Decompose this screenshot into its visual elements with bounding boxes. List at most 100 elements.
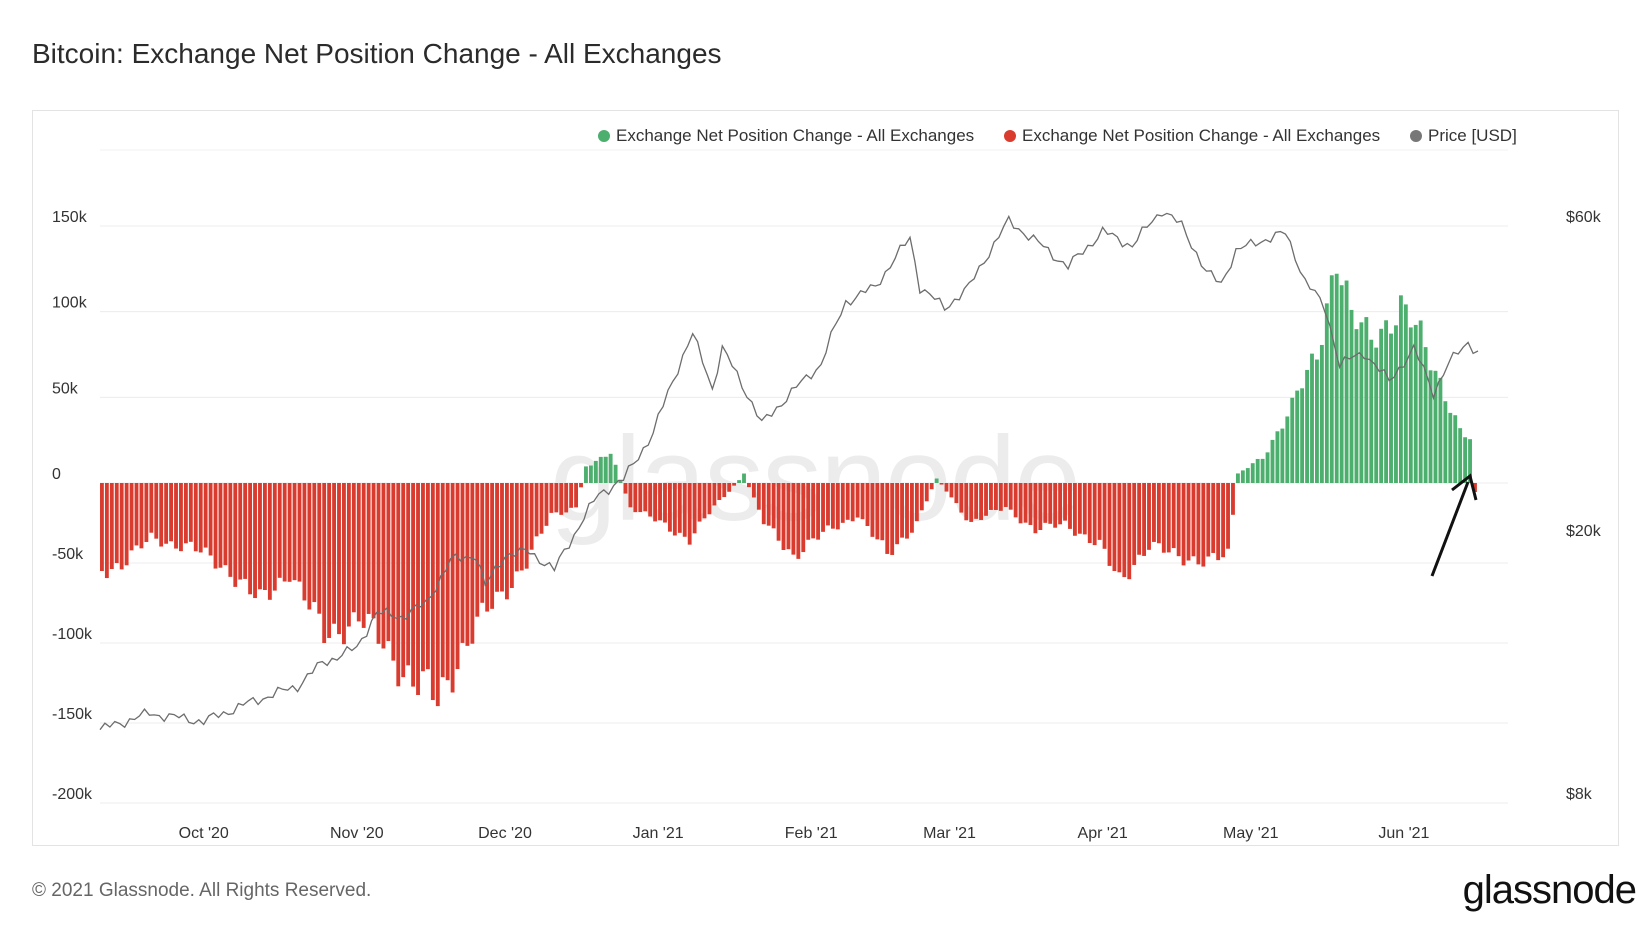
- outflow-bar: [376, 483, 381, 644]
- inflow-bar: [1374, 347, 1379, 483]
- outflow-bar: [1068, 483, 1072, 529]
- inflow-bar: [1423, 347, 1428, 483]
- outflow-bar: [351, 483, 356, 613]
- outflow-bar: [850, 483, 855, 522]
- inflow-bar: [1418, 320, 1423, 483]
- inflow-bar: [1433, 370, 1438, 483]
- legend-item-green[interactable]: Exchange Net Position Change - All Excha…: [598, 126, 974, 146]
- outflow-bar: [1211, 483, 1216, 553]
- legend-dot-green: [598, 130, 610, 142]
- x-tick-label: Mar '21: [923, 825, 976, 842]
- outflow-bar: [732, 483, 737, 486]
- inflow-bar: [1344, 280, 1349, 483]
- inflow-bar: [608, 453, 613, 483]
- outflow-bar: [806, 483, 811, 540]
- inflow-bar: [1403, 304, 1408, 483]
- y-left-tick-label: 0: [52, 466, 61, 483]
- outflow-bar: [974, 483, 979, 519]
- outflow-bar: [430, 483, 435, 701]
- outflow-bar: [381, 483, 386, 649]
- outflow-bar: [579, 483, 583, 488]
- outflow-bar: [228, 483, 233, 577]
- outflow-bar: [139, 483, 144, 549]
- outflow-bar: [317, 483, 322, 614]
- outflow-bar: [811, 483, 816, 539]
- outflow-bar: [890, 483, 895, 555]
- inflow-bar: [1453, 415, 1458, 483]
- inflow-bar: [1315, 359, 1319, 483]
- outflow-bar: [144, 483, 149, 542]
- outflow-bar: [416, 483, 420, 695]
- outflow-bar: [272, 483, 277, 591]
- outflow-bar: [346, 483, 351, 627]
- outflow-bar: [262, 483, 267, 590]
- outflow-bar: [386, 483, 391, 642]
- outflow-bar: [895, 483, 900, 545]
- outflow-bar: [435, 483, 440, 707]
- y-left-tick-label: -200k: [52, 786, 93, 803]
- outflow-bar: [401, 483, 406, 678]
- inflow-bar: [1359, 322, 1364, 483]
- outflow-bar: [1221, 483, 1226, 558]
- outflow-bar: [302, 483, 307, 601]
- outflow-bar: [1196, 483, 1201, 565]
- legend-item-price[interactable]: Price [USD]: [1410, 126, 1517, 146]
- inflow-bar: [1255, 458, 1260, 483]
- outflow-bar: [460, 483, 465, 643]
- outflow-bar: [371, 483, 376, 619]
- inflow-bar: [1285, 416, 1290, 483]
- x-tick-label: Jun '21: [1378, 825, 1429, 842]
- outflow-bar: [1473, 483, 1477, 492]
- outflow-bar: [653, 483, 658, 522]
- outflow-bar: [1028, 483, 1033, 525]
- inflow-bar: [1394, 325, 1398, 483]
- outflow-bar: [1102, 483, 1107, 549]
- outflow-bar: [282, 483, 287, 582]
- outflow-bar: [910, 483, 914, 533]
- outflow-bar: [717, 483, 722, 500]
- outflow-bar: [648, 483, 653, 517]
- outflow-bar: [188, 483, 193, 542]
- inflow-bar: [737, 480, 741, 483]
- inflow-bar: [1413, 324, 1418, 483]
- outflow-bar: [198, 483, 203, 553]
- outflow-bar: [322, 483, 327, 644]
- outflow-bar: [1147, 483, 1151, 550]
- outflow-bar: [697, 483, 702, 522]
- outflow-bar: [169, 483, 173, 542]
- outflow-bar: [747, 483, 751, 488]
- outflow-bar: [1231, 483, 1235, 515]
- inflow-bar: [1275, 431, 1280, 483]
- inflow-bar: [1280, 428, 1285, 483]
- outflow-bar: [327, 483, 332, 638]
- inflow-bar: [613, 464, 618, 483]
- outflow-bar: [337, 483, 341, 635]
- outflow-bar: [816, 483, 821, 540]
- inflow-bar: [1384, 320, 1389, 483]
- outflow-bar: [638, 483, 643, 513]
- x-tick-label: Dec '20: [478, 825, 532, 842]
- outflow-bar: [1092, 483, 1097, 546]
- outflow-bar: [361, 483, 366, 628]
- outflow-bar: [475, 483, 480, 617]
- outflow-bar: [396, 483, 401, 687]
- outflow-bar: [667, 483, 672, 532]
- outflow-bar: [223, 483, 228, 566]
- outflow-bar: [258, 483, 262, 590]
- annotation-arrow: [1430, 481, 1470, 577]
- outflow-bar: [1186, 483, 1191, 561]
- legend-item-red[interactable]: Exchange Net Position Change - All Excha…: [1004, 126, 1380, 146]
- inflow-bar: [1398, 295, 1403, 483]
- outflow-bar: [835, 483, 840, 530]
- outflow-bar: [193, 483, 198, 552]
- outflow-bar: [425, 483, 430, 670]
- legend-label-price: Price [USD]: [1428, 126, 1517, 145]
- legend-label-red: Exchange Net Position Change - All Excha…: [1022, 126, 1381, 145]
- outflow-bar: [919, 483, 924, 511]
- annotation-arrowhead: [1451, 473, 1478, 501]
- outflow-bar: [183, 483, 188, 544]
- outflow-bar: [505, 483, 509, 600]
- outflow-bar: [756, 483, 761, 510]
- outflow-bar: [104, 483, 109, 579]
